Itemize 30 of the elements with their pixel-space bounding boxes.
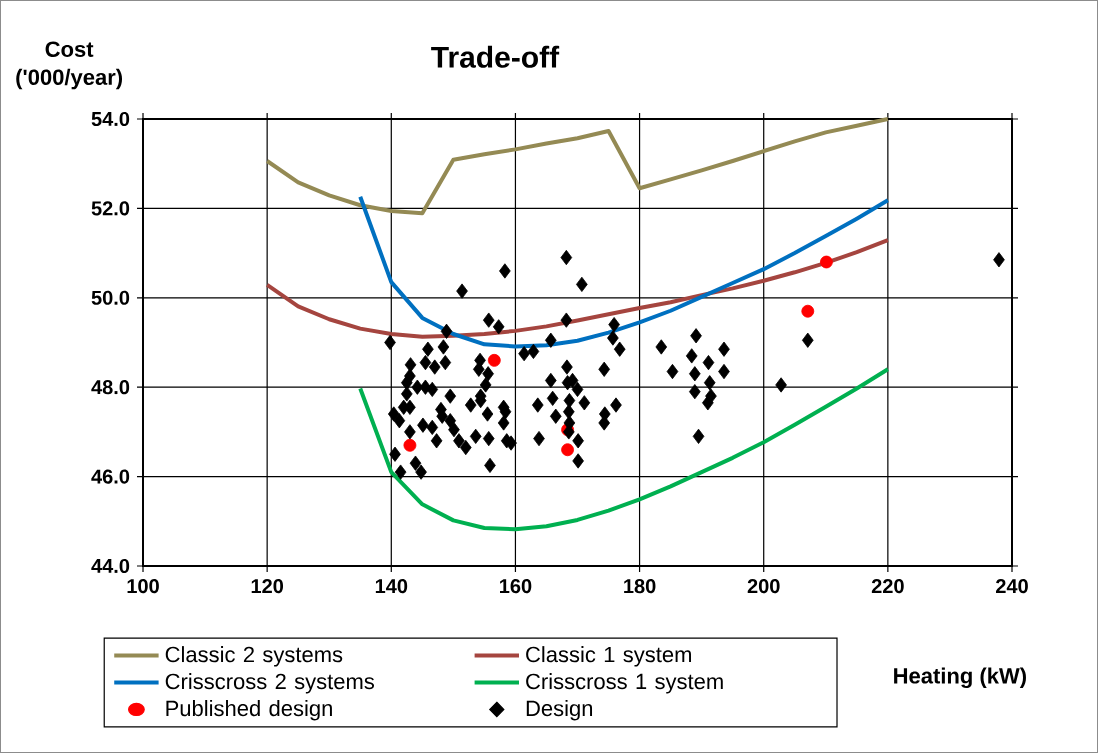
- x-tick-label: 120: [251, 579, 284, 594]
- y-axis-title: Cost ('000/year): [16, 41, 123, 90]
- legend-label: Design: [526, 700, 593, 721]
- point: [403, 438, 417, 452]
- line-series: [358, 367, 890, 532]
- point: [820, 255, 833, 269]
- point: [561, 443, 574, 457]
- legend-label: Crisscross 2 systems: [165, 673, 375, 694]
- legend-label: Published design: [166, 700, 332, 721]
- y-tick-label: 54.0: [91, 111, 130, 127]
- point: [801, 304, 815, 318]
- chart-title: Trade-off: [431, 45, 560, 68]
- x-tick-label: 140: [375, 579, 408, 594]
- legend-label: Classic 2 systems: [165, 646, 343, 667]
- y-tick-label: 44.0: [91, 558, 130, 574]
- point: [487, 353, 501, 367]
- y-tick-label: 52.0: [91, 201, 130, 216]
- x-tick-label: 200: [747, 579, 780, 594]
- y-tick-label: 50.0: [91, 290, 130, 305]
- x-tick-label: 100: [127, 579, 159, 594]
- x-tick-label: 160: [500, 579, 532, 594]
- x-axis-title: Heating (kW): [894, 667, 1026, 689]
- x-tick-label: 180: [624, 579, 656, 594]
- y-tick-label: 48.0: [91, 380, 130, 395]
- x-tick-label: 220: [871, 579, 904, 594]
- line-series: [358, 194, 890, 349]
- legend-label: Crisscross 1 system: [526, 673, 723, 694]
- x-tick-label: 240: [996, 579, 1028, 594]
- legend-label: Classic 1 system: [526, 646, 691, 667]
- y-tick-label: 46.0: [91, 469, 130, 484]
